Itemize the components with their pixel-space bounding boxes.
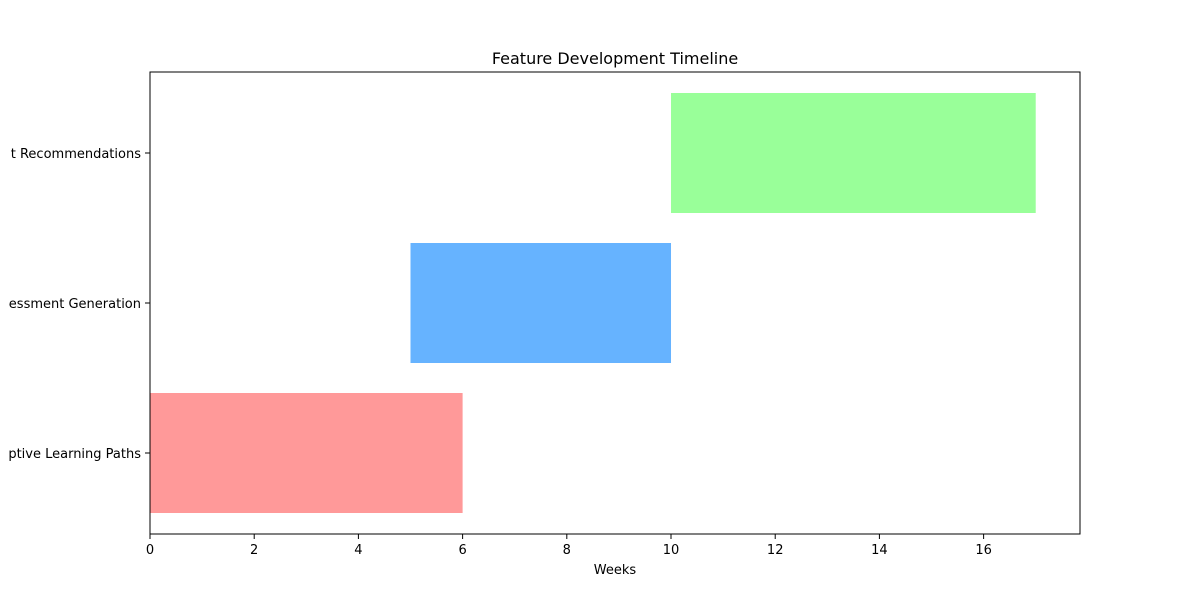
x-axis-title: Weeks xyxy=(594,563,637,578)
chart-title: Feature Development Timeline xyxy=(492,49,738,68)
x-axis: 0 2 4 6 8 10 12 14 16 xyxy=(146,534,992,558)
y-category-label: essment Generation xyxy=(9,297,141,312)
bars-group xyxy=(150,93,1036,513)
x-tick-label: 14 xyxy=(871,543,888,558)
x-tick-label: 8 xyxy=(563,543,571,558)
y-axis: ptive Learning Paths essment Generation t … xyxy=(8,147,150,462)
x-tick-label: 4 xyxy=(354,543,362,558)
bar-content-recommendations xyxy=(671,93,1036,213)
x-tick-label: 12 xyxy=(767,543,784,558)
y-category-label: t Recommendations xyxy=(11,147,141,162)
bar-adaptive-learning-paths xyxy=(150,393,463,513)
x-tick-label: 2 xyxy=(250,543,258,558)
x-tick-label: 0 xyxy=(146,543,154,558)
x-tick-label: 6 xyxy=(458,543,466,558)
x-tick-label: 16 xyxy=(975,543,992,558)
bar-assessment-generation xyxy=(410,243,672,363)
y-category-label: ptive Learning Paths xyxy=(8,447,141,462)
x-tick-label: 10 xyxy=(663,543,680,558)
